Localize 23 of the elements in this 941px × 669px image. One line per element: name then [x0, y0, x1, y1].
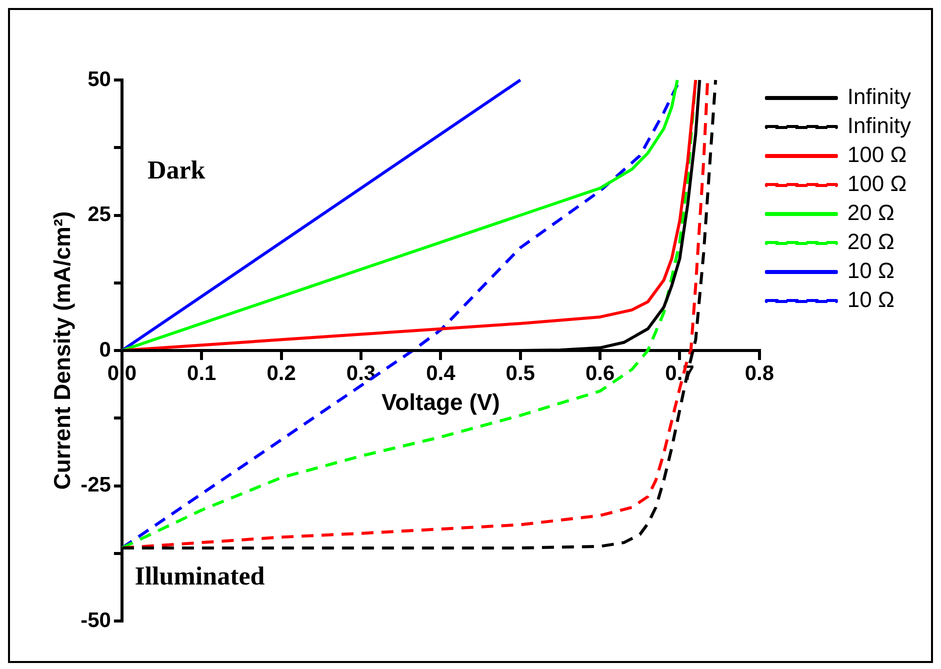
- x-tick-label: 0.5: [506, 362, 536, 385]
- y-tick-label: -50: [80, 608, 111, 632]
- annotation: Dark: [147, 156, 206, 185]
- x-axis-title: Voltage (V): [381, 388, 500, 415]
- y-tick-label: 0: [99, 338, 111, 362]
- x-tick-label: 0.8: [744, 362, 774, 385]
- x-tick-label: 0.4: [426, 362, 456, 385]
- y-axis-title: Current Density (mA/cm²): [49, 211, 76, 490]
- legend-label: Infinity: [847, 113, 912, 138]
- legend-label: 100 Ω: [847, 142, 907, 168]
- legend-label: 100 Ω: [847, 171, 907, 196]
- y-tick-label: 50: [88, 68, 111, 91]
- annotation: Illuminated: [134, 561, 266, 590]
- x-tick-label: 0.1: [187, 362, 217, 385]
- legend-label: 20 Ω: [847, 200, 894, 226]
- y-tick-label: -25: [80, 474, 112, 497]
- legend-label: 10 Ω: [847, 258, 894, 284]
- legend-label: 10 Ω: [847, 287, 894, 312]
- x-tick-label: 0.2: [266, 362, 296, 385]
- legend-label: Infinity: [847, 84, 912, 110]
- x-tick-label: 0.6: [585, 362, 615, 385]
- legend-label: 20 Ω: [847, 229, 894, 254]
- y-tick-label: 25: [88, 203, 112, 226]
